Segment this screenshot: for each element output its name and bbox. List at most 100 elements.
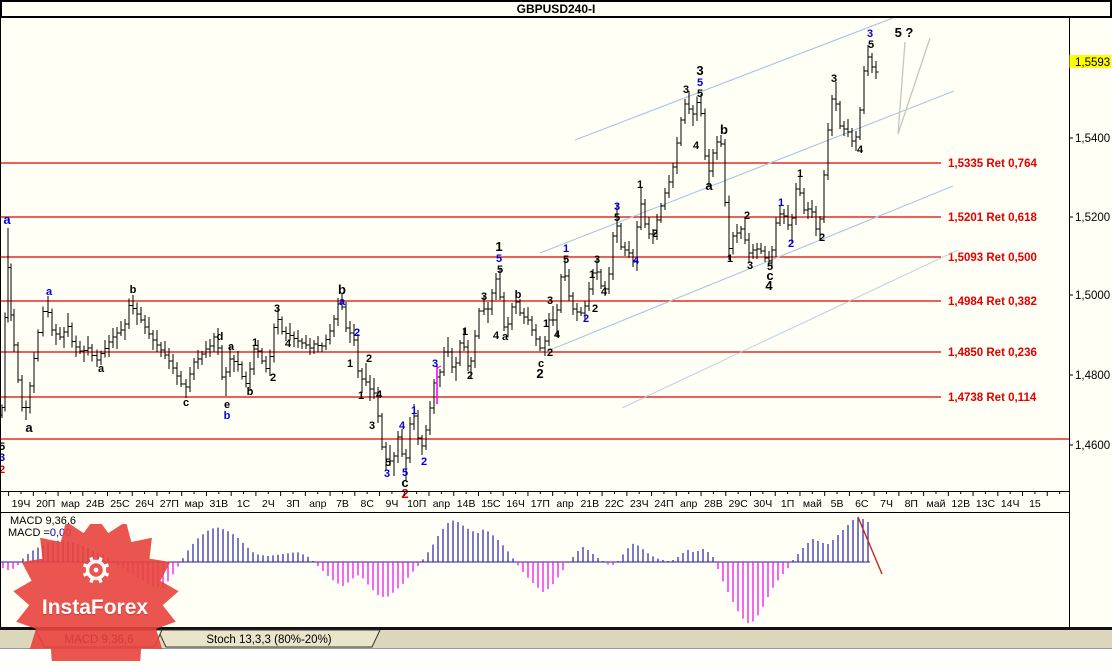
wave-label: 2 (0, 464, 5, 476)
wave-label: 2 (788, 238, 794, 250)
wave-label: 1 (347, 358, 353, 370)
wave-label: 1 (778, 197, 784, 209)
tab-stoch-label[interactable]: Stoch 13,3,3 (80%-20%) (206, 634, 331, 646)
date-axis-label: апр (309, 498, 327, 510)
price-bars (0, 45, 879, 480)
projection-path (897, 37, 931, 135)
date-axis-label: 7В (336, 498, 349, 510)
wave-label: 2 (421, 456, 427, 468)
macd-value: 0,00 (49, 527, 72, 539)
date-axis-label: 16Ч (506, 498, 525, 510)
wave-label: 4 (857, 144, 864, 156)
date-axis-label: 13С (976, 498, 996, 510)
wave-label: 3 (274, 303, 280, 315)
fib-label: 1,4984 Ret 0,382 (948, 296, 1037, 308)
macd-histogram (0, 516, 883, 624)
wave-label: d (217, 331, 224, 343)
wave-label: a (502, 331, 509, 343)
wave-label: 1 (495, 239, 502, 254)
wave-label: 1 (358, 390, 364, 402)
price-axis-label: 1,4600 (1075, 440, 1110, 452)
chart-title: GBPUSD240-I (516, 2, 596, 16)
date-axis-label: 8С (361, 498, 375, 510)
wave-label: 2 (583, 313, 589, 325)
date-axis-label: 7Ч (880, 498, 893, 510)
fib-label: 1,4850 Ret 0,236 (948, 347, 1037, 359)
date-axis: 19Ч 20П мар 24В 25С 26Ч 27П мар 31В 1С 2Ч 3П апр 7В 8С… (8, 491, 1061, 510)
wave-label: c (538, 358, 544, 370)
macd-value-line: MACD =0,00 (8, 527, 71, 539)
wave-label: 4 (633, 255, 640, 267)
date-axis-label: 15 (1029, 498, 1041, 510)
date-axis-label: май (927, 498, 946, 510)
wave-label: 3 (696, 63, 703, 78)
date-axis-label: 14Ч (1001, 498, 1020, 510)
date-axis-label: 17П (531, 498, 550, 510)
date-axis-label: 1С (237, 498, 251, 510)
wave-label: 2 (547, 347, 553, 359)
macd-value-prefix: MACD = (8, 527, 50, 539)
date-axis-label: апр (556, 498, 574, 510)
chart-title-bar: GBPUSD240-I (0, 0, 1112, 18)
wave-label: b (720, 122, 728, 137)
wave-label: 3 (614, 201, 620, 213)
magenta-marker (436, 365, 442, 404)
wave-label: 3 (481, 291, 487, 303)
wave-label: 4 (693, 140, 700, 152)
date-axis-label: 15С (481, 498, 501, 510)
wave-label: c (401, 475, 408, 490)
wave-label: 4 (554, 329, 561, 341)
wave-label: 5 (497, 264, 503, 276)
wave-label: 1 (543, 318, 549, 330)
price-axis-label: 1,5200 (1075, 212, 1110, 224)
wave-label: 5 (402, 467, 408, 479)
fib-label: 1,5093 Ret 0,500 (948, 252, 1037, 264)
wave-label: a (705, 178, 713, 193)
date-axis-label: май (803, 498, 822, 510)
macd-indicator-name: MACD 9,36,6 (10, 515, 77, 527)
date-axis-label: 5В (831, 498, 844, 510)
tab-macd-label[interactable]: MACD 9,36,6 (64, 634, 133, 646)
date-axis-label: 26Ч (135, 498, 154, 510)
wave-label: a (3, 212, 11, 227)
price-axis-label: 1,4800 (1075, 370, 1110, 382)
date-axis-label: 25С (110, 498, 130, 510)
wave-label: 3 (594, 254, 600, 266)
wave-label: 5 (868, 39, 874, 51)
wave-label: 5 (767, 261, 773, 273)
wave-label: e (224, 399, 230, 411)
date-axis-label: апр (433, 498, 451, 510)
date-axis-label: 24В (86, 498, 105, 510)
wave-label: 5 (614, 212, 620, 224)
wave-label: a (25, 420, 33, 435)
wave-label: 3 (831, 73, 837, 85)
date-axis-label: 21В (580, 498, 599, 510)
wave-label: 1 (462, 326, 468, 338)
wave-label: 1 (563, 243, 569, 255)
pane-separator (0, 627, 1112, 630)
wave-label: c (766, 268, 773, 283)
wave-label: 1 (411, 405, 417, 417)
wave-label: b (338, 282, 346, 297)
wave-label: 4 (601, 286, 608, 298)
date-axis-label: 20П (36, 498, 55, 510)
date-axis-label: 28В (704, 498, 723, 510)
wave-label: 5 (563, 254, 569, 266)
wave-label: 2 (366, 353, 372, 365)
wave-label: 4 (399, 420, 406, 432)
wave-label: a (228, 341, 235, 353)
wave-label: 1 (589, 269, 595, 281)
wave-label: 2 (354, 327, 360, 339)
date-axis-label: 3П (286, 498, 299, 510)
wave-label: 2 (270, 372, 276, 384)
price-axis-label: 1,5000 (1075, 290, 1110, 302)
date-axis-label: 10П (407, 498, 426, 510)
date-axis-label: 2Ч (262, 498, 275, 510)
wave-label: 4 (285, 338, 292, 350)
wave-label: a (46, 286, 53, 298)
fib-label: 1,4738 Ret 0,114 (948, 392, 1037, 404)
wave-label: c (183, 397, 189, 409)
price-plot-area[interactable] (0, 18, 1069, 491)
